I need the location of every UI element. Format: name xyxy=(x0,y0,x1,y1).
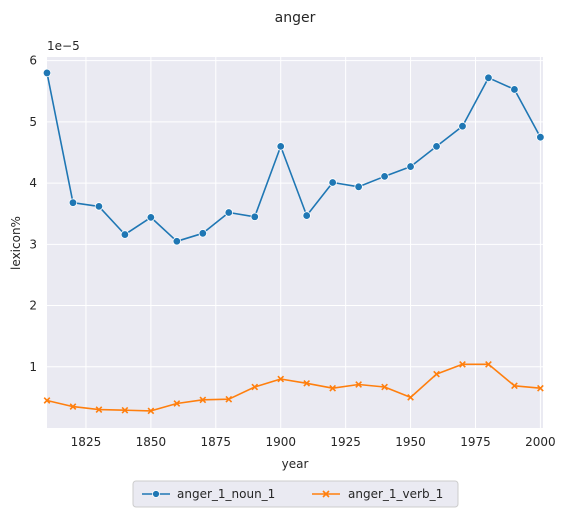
x-tick-label: 1975 xyxy=(460,435,491,449)
x-tick-label: 1900 xyxy=(265,435,296,449)
legend-label-noun: anger_1_noun_1 xyxy=(177,487,275,501)
data-point xyxy=(43,397,51,404)
data-point xyxy=(69,403,77,410)
y-tick-label: 4 xyxy=(29,176,37,190)
x-axis-label: year xyxy=(282,457,309,471)
data-point xyxy=(355,381,362,388)
data-point xyxy=(406,162,415,171)
x-tick-label: 1825 xyxy=(71,435,102,449)
x-tick-label: 2000 xyxy=(525,435,556,449)
y-tick-label: 2 xyxy=(29,299,37,313)
series-anger_1_noun_1 xyxy=(42,68,545,246)
legend: anger_1_noun_1 anger_1_verb_1 xyxy=(132,480,459,508)
data-point xyxy=(251,383,259,391)
data-point xyxy=(250,212,259,221)
data-point xyxy=(536,132,545,142)
data-point xyxy=(224,208,233,217)
data-point xyxy=(511,382,518,390)
y-tick-label: 5 xyxy=(29,115,37,129)
legend-frame xyxy=(132,480,459,508)
data-point xyxy=(510,85,519,94)
x-tick-label: 1850 xyxy=(136,435,167,449)
data-point xyxy=(458,121,467,131)
data-point xyxy=(199,396,207,404)
chart-title: anger xyxy=(275,10,316,26)
y-tick-labels: 1 2 3 4 5 6 xyxy=(29,54,37,374)
data-point xyxy=(277,375,285,383)
data-point xyxy=(380,172,389,181)
data-point xyxy=(432,142,441,151)
series-line xyxy=(46,363,541,412)
data-point xyxy=(146,213,156,222)
data-point xyxy=(172,237,182,246)
x-tick-label: 1925 xyxy=(330,435,361,449)
data-point xyxy=(433,370,440,378)
gridlines xyxy=(47,57,543,428)
data-point xyxy=(537,384,544,392)
x-tick-label: 1875 xyxy=(201,435,232,449)
data-point xyxy=(94,202,104,211)
series-line xyxy=(46,72,542,243)
data-point xyxy=(147,407,155,415)
data-point xyxy=(407,394,414,401)
data-point xyxy=(328,178,337,187)
data-point xyxy=(302,211,311,220)
legend-swatch-marker-noun xyxy=(152,490,160,498)
data-point xyxy=(173,400,181,407)
data-point xyxy=(198,229,208,238)
legend-label-verb: anger_1_verb_1 xyxy=(348,487,443,501)
y-tick-label: 6 xyxy=(29,54,37,68)
data-point xyxy=(225,395,233,403)
data-point xyxy=(381,383,388,391)
legend-swatch-marker-verb xyxy=(322,490,330,498)
y-tick-label: 3 xyxy=(29,237,37,251)
data-point xyxy=(42,68,52,78)
data-point xyxy=(484,73,493,83)
y-axis-label: lexicon% xyxy=(9,216,23,270)
y-offset-text: 1e−5 xyxy=(47,39,80,53)
x-tick-labels: 1825 1850 1875 1900 1925 1950 1975 2000 xyxy=(71,435,556,449)
data-point xyxy=(354,182,363,191)
data-point xyxy=(459,360,466,368)
data-point xyxy=(276,142,285,151)
plot-background xyxy=(47,57,543,428)
series-anger_1_verb_1 xyxy=(43,360,544,415)
data-point xyxy=(329,384,337,392)
series-layer xyxy=(42,68,545,415)
x-tick-label: 1950 xyxy=(395,435,426,449)
data-point xyxy=(120,230,130,239)
y-tick-label: 1 xyxy=(29,360,37,374)
data-point xyxy=(68,198,78,207)
data-point xyxy=(95,406,103,413)
data-point xyxy=(485,360,492,368)
data-point xyxy=(303,379,311,387)
data-point xyxy=(121,406,129,414)
